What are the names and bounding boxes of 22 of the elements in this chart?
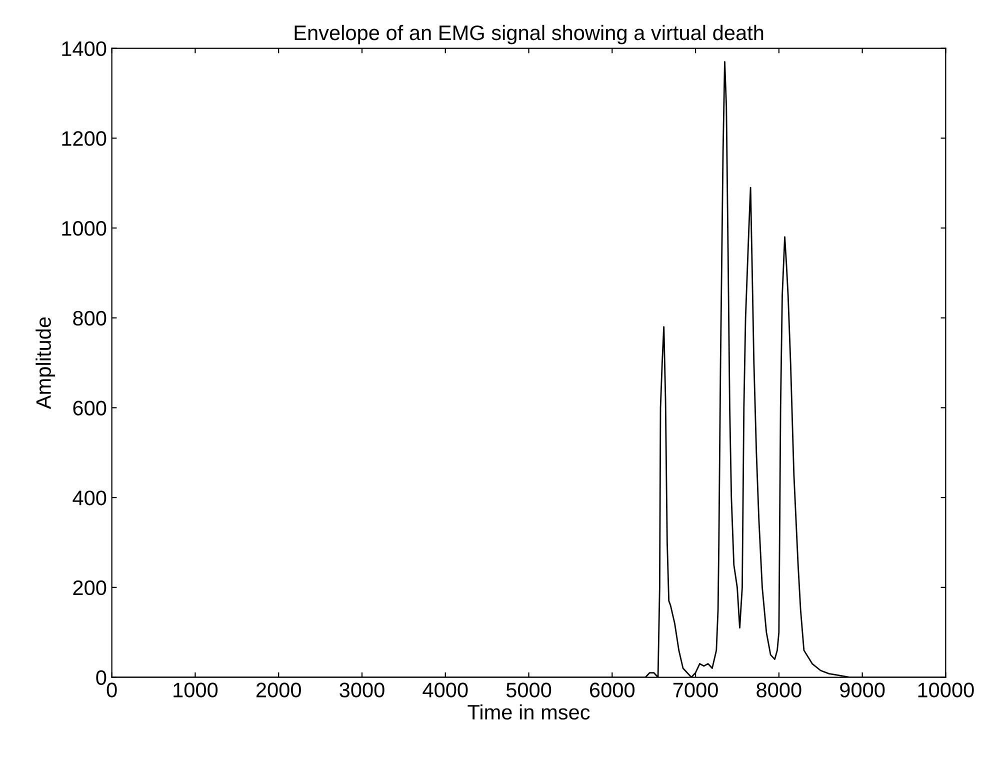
y-tick-label: 1400 [62, 41, 106, 56]
x-tick-label: 0 [106, 682, 117, 698]
x-tick-label: 8000 [756, 682, 802, 698]
x-tick-label: 6000 [590, 682, 635, 698]
x-tick-label: 2000 [256, 682, 301, 698]
y-tick-label: 1000 [62, 221, 106, 236]
x-tick-label: 5000 [506, 682, 552, 698]
x-tick-label: 9000 [840, 682, 885, 698]
x-axis-title: Time in msec [468, 704, 590, 720]
y-tick-label: 200 [73, 580, 106, 596]
y-axis-title: Amplitude [36, 317, 56, 410]
chart-title: Envelope of an EMG signal showing a virtual death [294, 24, 764, 44]
x-tick-label: 7000 [673, 682, 718, 698]
x-tick-label: 4000 [422, 682, 468, 698]
y-tick-label: 400 [72, 490, 106, 506]
y-tick-label: 800 [73, 310, 106, 326]
x-tick-label: 3000 [340, 682, 384, 698]
y-tick-label: 1200 [62, 131, 106, 146]
x-tick-label: 1000 [174, 682, 218, 698]
y-tick-label: 0 [96, 670, 106, 686]
x-tick-label: 10000 [918, 682, 974, 698]
y-tick-label: 600 [73, 400, 106, 416]
